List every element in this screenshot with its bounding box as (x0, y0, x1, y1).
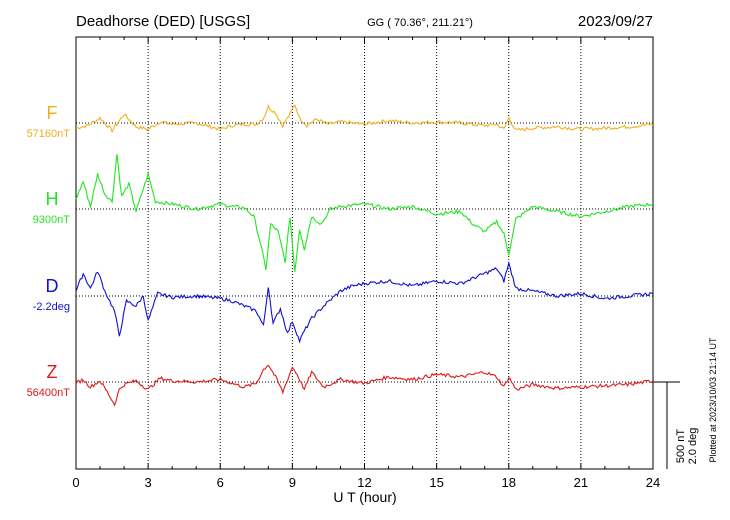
series-f-label: F (47, 103, 58, 123)
x-axis-label: U T (hour) (333, 489, 396, 505)
series-f-baseline-value: 57160nT (27, 128, 71, 140)
x-tick-label-24: 24 (646, 475, 660, 490)
chart-title-coordinates: GG ( 70.36°, 211.21°) (367, 17, 473, 29)
scale-bar-label-deg: 2.0 deg (687, 428, 699, 465)
chart-title-date: 2023/09/27 (578, 13, 653, 30)
x-tick-label-15: 15 (429, 475, 443, 490)
series-h-line (75, 154, 654, 272)
series-labels: F 57160nT H 9300nT D -2.2deg Z 56400nT (27, 103, 71, 399)
x-tick-label-18: 18 (502, 475, 516, 490)
series-d-line (75, 260, 654, 344)
scale-bar: 500 nT 2.0 deg (653, 381, 699, 469)
x-tick-label-12: 12 (357, 475, 371, 490)
x-tick-label-3: 3 (145, 475, 152, 490)
series-z-label: Z (47, 362, 58, 382)
x-tick-label-9: 9 (289, 475, 296, 490)
chart-title-station: Deadhorse (DED) [USGS] (76, 13, 250, 30)
plotted-at-footnote: Plotted at 2023/10/03 21:14 UT (708, 337, 718, 463)
series-h-label: H (46, 189, 59, 209)
x-axis: 0 3 6 9 12 15 18 21 24 (72, 37, 660, 490)
series-h-baseline-value: 9300nT (33, 214, 71, 226)
series-z-baseline-value: 56400nT (27, 387, 71, 399)
series-z-line (75, 364, 654, 407)
series-traces (75, 104, 654, 407)
scale-bar-label-nt: 500 nT (675, 429, 687, 464)
series-d-baseline-value: -2.2deg (33, 301, 70, 313)
x-tick-label-6: 6 (217, 475, 224, 490)
x-tick-label-21: 21 (574, 475, 588, 490)
series-f-line (75, 104, 654, 134)
series-d-label: D (46, 276, 59, 296)
grid-lines (76, 37, 653, 469)
x-tick-label-0: 0 (72, 475, 79, 490)
